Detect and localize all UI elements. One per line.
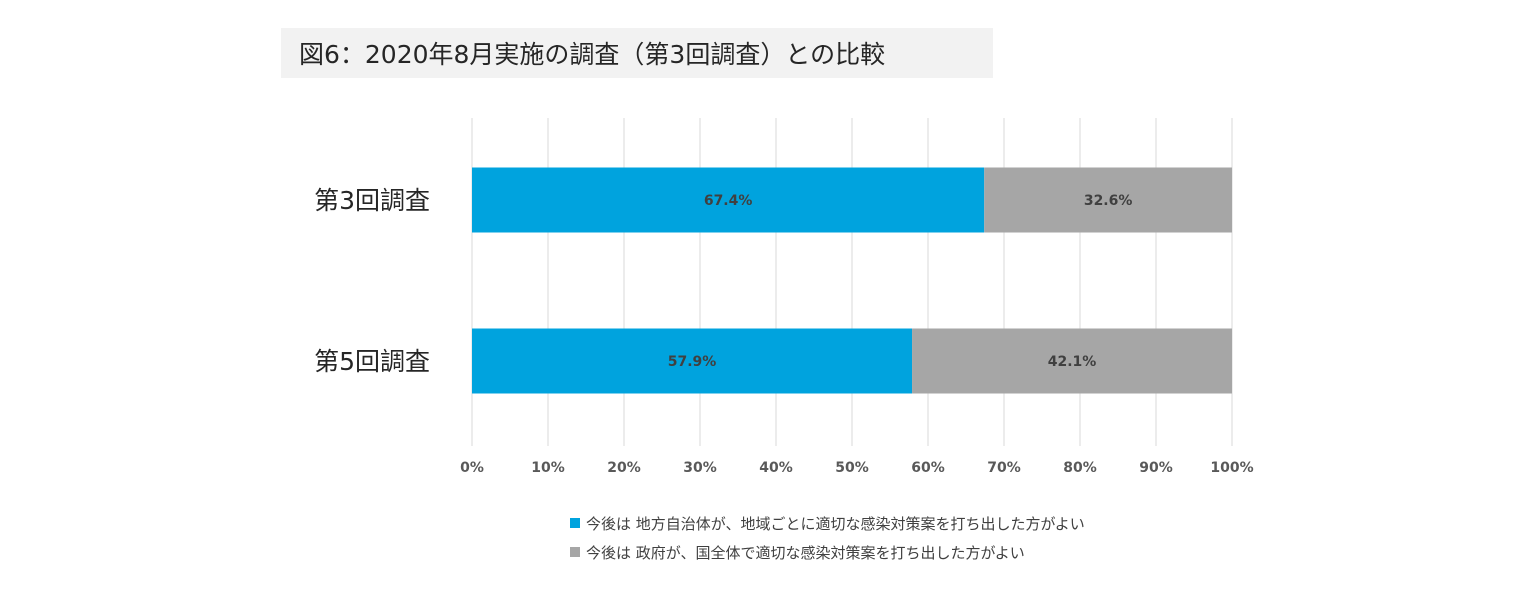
bar-2-series-2	[912, 328, 1232, 394]
x-tick-label-30: 30%	[683, 460, 717, 476]
x-tick-label-0: 0%	[460, 460, 484, 476]
x-tick-label-80: 80%	[1063, 460, 1097, 476]
legend-label-national: 今後は 政府が、国全体で適切な感染対策案を打ち出した方がよい	[586, 543, 1025, 562]
legend-label-local: 今後は 地方自治体が、地域ごとに適切な感染対策案を打ち出した方がよい	[586, 514, 1085, 533]
bar-1-series-1	[472, 167, 985, 233]
legend-item-local: 今後は 地方自治体が、地域ごとに適切な感染対策案を打ち出した方がよい	[570, 513, 1085, 533]
legend-swatch-local	[570, 518, 580, 528]
x-tick-label-100: 100%	[1210, 460, 1253, 476]
chart-title: 図6：2020年8月実施の調査（第3回調査）との比較	[281, 28, 993, 78]
data-label-2-series-2: 42.1%	[1048, 354, 1097, 370]
data-label-2-series-1: 57.9%	[668, 354, 717, 370]
x-tick-label-40: 40%	[759, 460, 793, 476]
legend-item-national: 今後は 政府が、国全体で適切な感染対策案を打ち出した方がよい	[570, 542, 1085, 562]
legend-swatch-national	[570, 547, 580, 557]
data-label-1-series-1: 67.4%	[704, 193, 753, 209]
bar-1-series-2	[984, 167, 1232, 233]
x-tick-label-20: 20%	[607, 460, 641, 476]
bar-2-series-1	[472, 328, 913, 394]
x-tick-label-90: 90%	[1139, 460, 1173, 476]
data-label-1-series-2: 32.6%	[1084, 193, 1133, 209]
x-tick-label-50: 50%	[835, 460, 869, 476]
category-label-1: 第3回調査	[314, 186, 430, 215]
x-tick-label-60: 60%	[911, 460, 945, 476]
x-tick-label-70: 70%	[987, 460, 1021, 476]
x-tick-label-10: 10%	[531, 460, 565, 476]
category-label-2: 第5回調査	[314, 347, 430, 376]
legend: 今後は 地方自治体が、地域ごとに適切な感染対策案を打ち出した方がよい 今後は 政…	[570, 513, 1085, 571]
